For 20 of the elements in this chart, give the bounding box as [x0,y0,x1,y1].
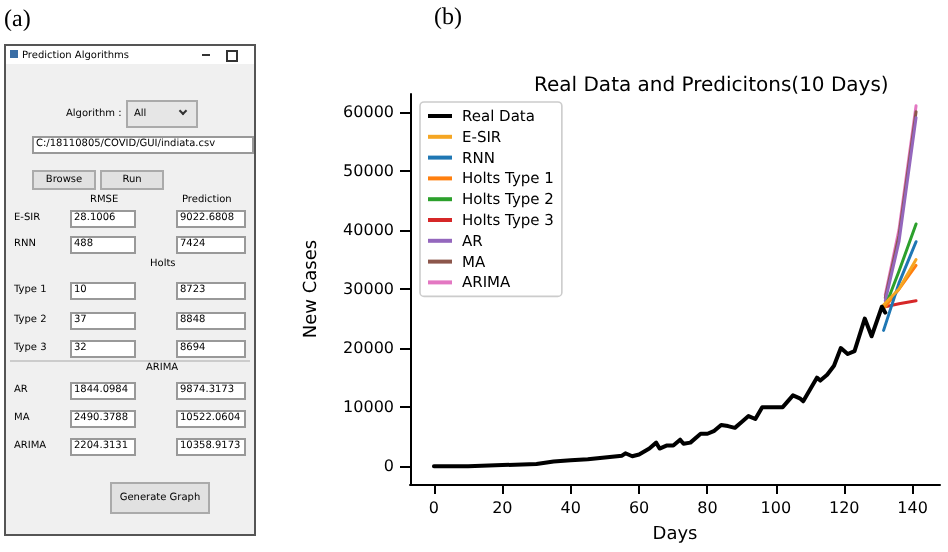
y-tick-label: 20000 [343,339,394,358]
chart-title: Real Data and Predicitons(10 Days) [534,75,889,97]
y-tick-label: 50000 [343,161,394,180]
x-tick-label: 140 [897,499,928,517]
x-tick-label: 80 [697,499,718,517]
y-tick-label: 0 [383,457,394,476]
x-tick-label: 100 [760,499,792,517]
x-tick-label: 60 [628,499,650,517]
y-tick-label: 40000 [343,220,394,239]
y-tick-label: 10000 [343,398,394,417]
y-tick-label: 60000 [343,102,394,121]
x-tick-label: 20 [492,499,513,517]
text: (b) [434,2,462,30]
x-axis-title: Days [652,524,699,545]
y-tick-label: 30000 [343,280,394,298]
y-axis-title: New Cases [302,239,323,339]
x-tick-label: 120 [828,499,860,517]
text: (a) [4,4,31,34]
x-tick-label: 0 [428,499,440,517]
x-tick-label: 40 [560,499,581,517]
